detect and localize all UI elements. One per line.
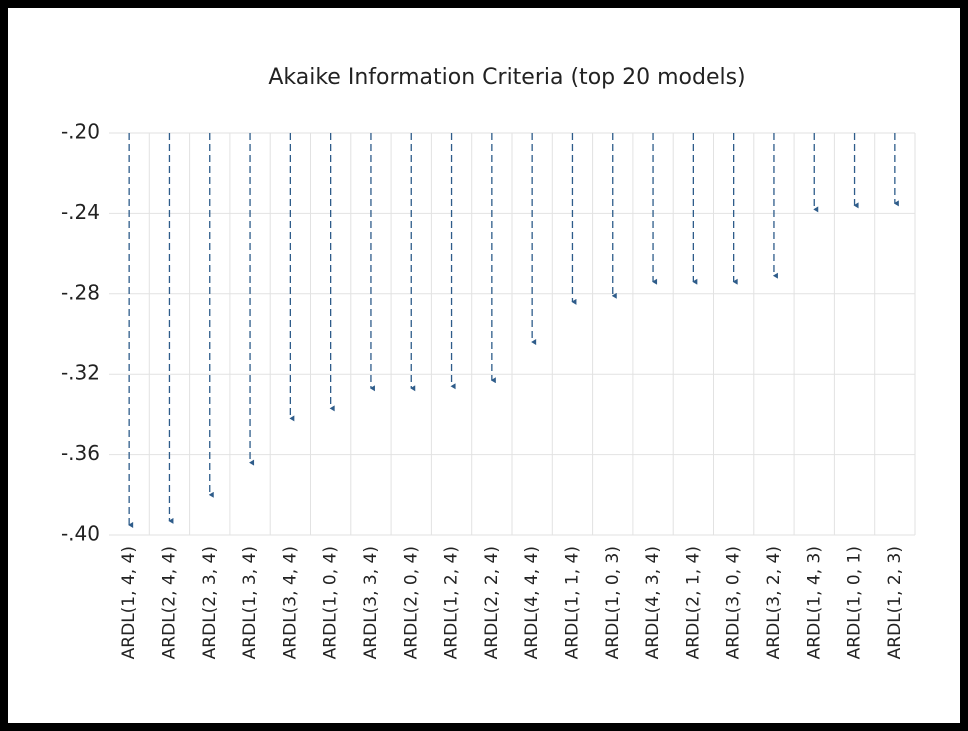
x-tick-label: ARDL(2, 2, 4) bbox=[482, 546, 502, 659]
x-tick-label: ARDL(1, 1, 4) bbox=[562, 546, 582, 659]
x-tick-label: ARDL(3, 2, 4) bbox=[764, 546, 784, 659]
x-tick-label: ARDL(4, 3, 4) bbox=[643, 546, 663, 659]
x-tick-label: ARDL(1, 2, 3) bbox=[885, 546, 905, 659]
x-tick-label: ARDL(2, 3, 4) bbox=[200, 546, 220, 659]
x-tick-label: ARDL(3, 3, 4) bbox=[361, 546, 381, 659]
x-tick-label: ARDL(1, 4, 3) bbox=[804, 546, 824, 659]
y-tick-label: -.24 bbox=[61, 200, 100, 224]
x-tick-label: ARDL(2, 0, 4) bbox=[401, 546, 421, 659]
x-tick-label: ARDL(3, 4, 4) bbox=[280, 546, 300, 659]
x-tick-label: ARDL(1, 2, 4) bbox=[442, 546, 462, 659]
x-tick-label: ARDL(3, 0, 4) bbox=[724, 546, 744, 659]
y-tick-label: -.28 bbox=[61, 280, 100, 304]
y-tick-label: -.40 bbox=[61, 522, 100, 546]
y-tick-label: -.20 bbox=[61, 120, 100, 144]
y-tick-label: -.32 bbox=[61, 361, 100, 385]
x-tick-label: ARDL(1, 0, 3) bbox=[603, 546, 623, 659]
x-tick-label: ARDL(1, 0, 4) bbox=[321, 546, 341, 659]
chart: Akaike Information Criteria (top 20 mode… bbox=[61, 65, 916, 659]
x-tick-label: ARDL(1, 3, 4) bbox=[240, 546, 260, 659]
chart-title: Akaike Information Criteria (top 20 mode… bbox=[268, 65, 745, 90]
x-tick-label: ARDL(2, 4, 4) bbox=[159, 546, 179, 659]
x-tick-label: ARDL(4, 4, 4) bbox=[522, 546, 542, 659]
y-tick-label: -.36 bbox=[61, 441, 100, 465]
x-tick-label: ARDL(1, 4, 4) bbox=[119, 546, 139, 659]
x-tick-label: ARDL(2, 1, 4) bbox=[683, 546, 703, 659]
x-tick-label: ARDL(1, 0, 1) bbox=[845, 546, 865, 659]
